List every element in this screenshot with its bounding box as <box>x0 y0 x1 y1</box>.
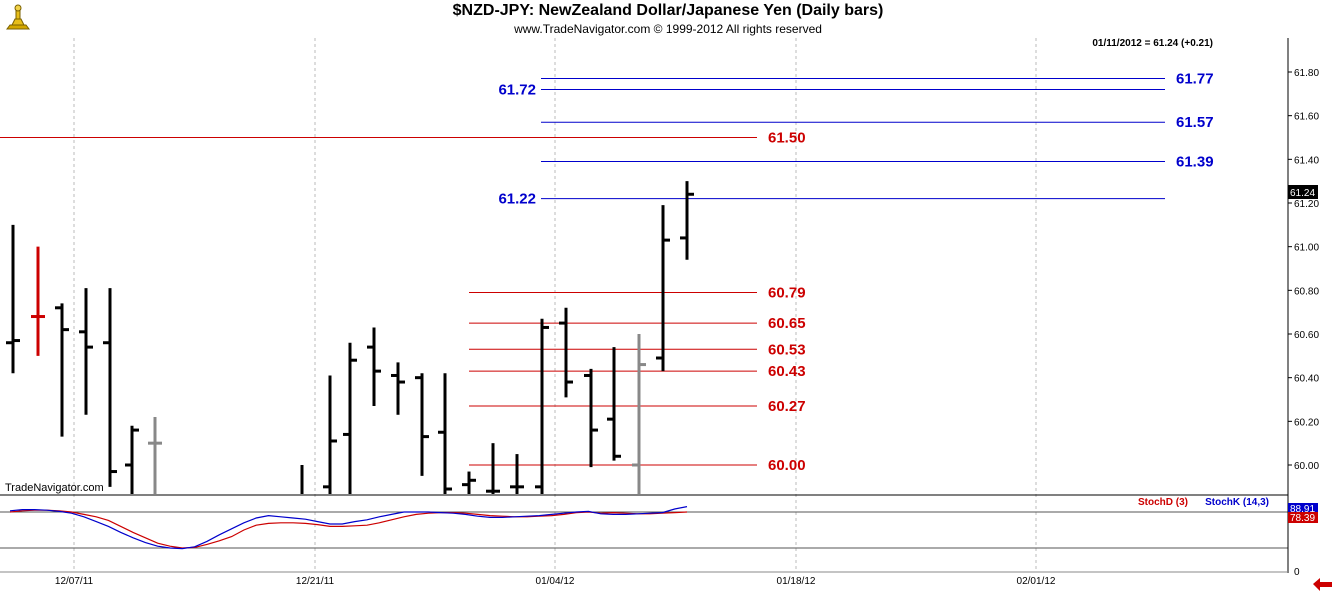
price-bar <box>510 454 524 494</box>
chart-header: $NZD-JPY: NewZealand Dollar/Japanese Yen… <box>0 0 1336 38</box>
level-label: 60.00 <box>768 457 806 474</box>
x-tick-label: 01/18/12 <box>777 576 816 587</box>
axes: 12/07/11 12/21/11 01/04/12 01/18/12 02/01/12… <box>0 38 1319 587</box>
x-tick-label: 01/04/12 <box>536 576 575 587</box>
price-bar <box>632 334 646 494</box>
price-bar <box>55 303 69 437</box>
level-label: 60.43 <box>768 363 806 380</box>
price-bar <box>323 375 337 494</box>
price-bar <box>462 471 476 494</box>
stoch-tag-k: 88.91 <box>1288 503 1318 515</box>
level-label: 61.77 <box>1176 71 1214 88</box>
y-tick-label: 61.60 <box>1294 112 1319 123</box>
price-bar <box>367 327 381 407</box>
y-tick-label: 61.00 <box>1294 243 1319 254</box>
level-label: 60.27 <box>768 398 806 415</box>
price-bar <box>31 246 45 356</box>
y-tick-label: 60.00 <box>1294 461 1319 472</box>
stochastic-panel <box>0 506 1288 550</box>
level-label: 61.22 <box>498 191 536 208</box>
stoch-d-value: 78.39 <box>1290 513 1315 524</box>
level-label: 61.50 <box>768 130 806 147</box>
x-tick-label: 12/07/11 <box>55 576 94 587</box>
trade-navigator-logo-icon <box>3 3 33 33</box>
grid <box>73 38 1037 570</box>
y-tick-label: 60.20 <box>1294 417 1319 428</box>
level-label: 60.65 <box>768 315 806 332</box>
price-bar <box>148 416 162 494</box>
price-bar <box>103 288 117 487</box>
price-bar <box>559 307 573 398</box>
stoch-d-label: StochD (3) <box>1138 497 1188 508</box>
x-tick-label: 02/01/12 <box>1017 576 1056 587</box>
y-tick-label: 60.80 <box>1294 286 1319 297</box>
chart-title: $NZD-JPY: NewZealand Dollar/Japanese Yen… <box>452 2 884 19</box>
y-tick-label: 60.60 <box>1294 330 1319 341</box>
stoch-tag-d: 78.39 <box>1288 512 1318 524</box>
price-tag-value: 61.24 <box>1290 188 1315 199</box>
price-bar <box>438 373 452 494</box>
stoch-d-line <box>9 509 688 549</box>
left-arrow-icon[interactable] <box>1313 578 1332 591</box>
last-quote: 01/11/2012 = 61.24 (+0.21) <box>1092 38 1213 49</box>
price-bar <box>584 368 598 468</box>
y-tick-label: 60.40 <box>1294 374 1319 385</box>
price-bar <box>6 224 20 374</box>
price-bars <box>6 181 694 494</box>
price-bar <box>535 318 549 494</box>
stoch-k-value: 88.91 <box>1290 504 1315 515</box>
x-tick-label: 12/21/11 <box>296 576 335 587</box>
price-bar <box>125 425 139 494</box>
y-tick-label: 61.40 <box>1294 155 1319 166</box>
y-tick-label: 61.80 <box>1294 68 1319 79</box>
price-tag: 61.24 <box>1288 185 1318 199</box>
price-bar <box>607 347 621 461</box>
y-tick-label: 61.20 <box>1294 199 1319 210</box>
stoch-k-label: StochK (14,3) <box>1205 497 1269 508</box>
level-label: 61.72 <box>498 81 536 98</box>
level-label: 60.53 <box>768 341 806 358</box>
price-bar <box>79 288 93 415</box>
chart-subtitle: www.TradeNavigator.com © 1999-2012 All r… <box>514 22 822 36</box>
level-label: 60.79 <box>768 285 806 302</box>
watermark: TradeNavigator.com <box>5 482 104 494</box>
price-bar <box>415 373 429 476</box>
price-bar <box>391 362 405 415</box>
stoch-k-line <box>9 506 688 550</box>
price-bar <box>656 205 670 372</box>
price-bar <box>486 443 500 494</box>
level-label: 61.57 <box>1176 114 1214 131</box>
price-bar <box>343 342 357 494</box>
level-label: 61.39 <box>1176 154 1214 171</box>
price-bar <box>680 181 694 260</box>
stoch-y-tick-label: 0 <box>1294 567 1300 578</box>
